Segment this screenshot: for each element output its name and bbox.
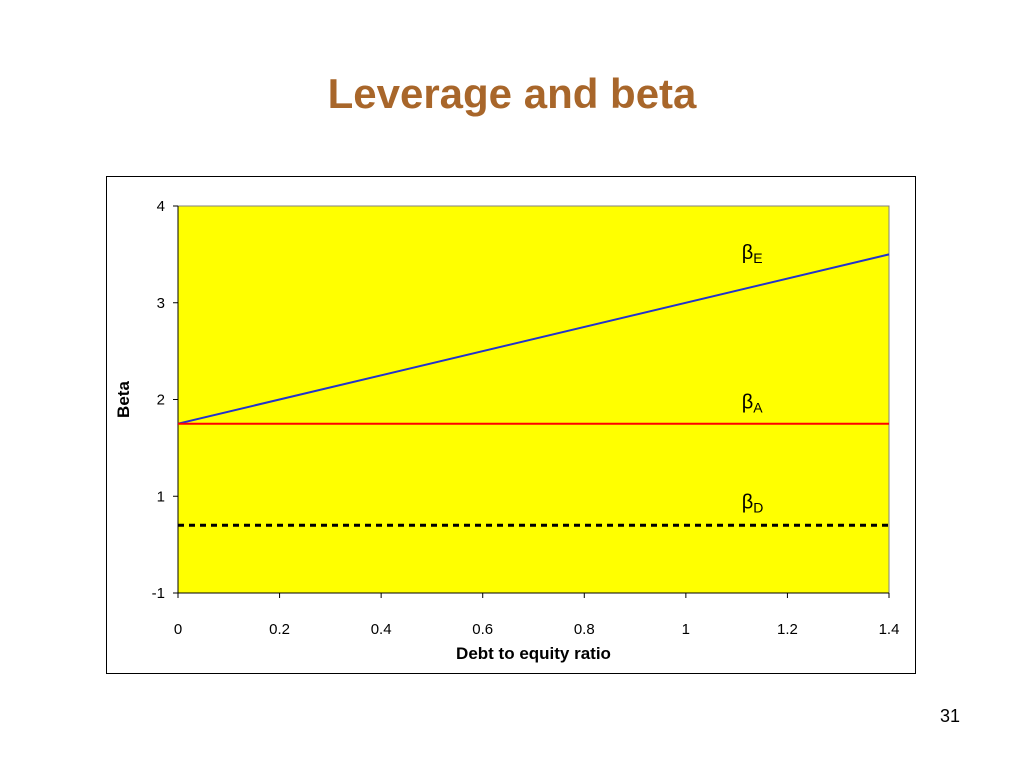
- plot-area: [177, 205, 890, 594]
- series-label-beta-a: βA: [742, 392, 764, 416]
- x-tick-label: 0.2: [269, 621, 290, 638]
- x-tick-label: 0.8: [574, 621, 595, 638]
- y-tick-label: 2: [157, 392, 165, 409]
- y-axis-title: Beta: [114, 381, 133, 418]
- x-tick-label: 0.4: [371, 621, 392, 638]
- series-line-beta-e: [177, 253, 890, 425]
- slide-title: Leverage and beta: [327, 70, 697, 117]
- x-tick-label: 1.4: [879, 621, 900, 638]
- x-axis-title: Debt to equity ratio: [456, 644, 611, 663]
- series-label-beta-e: βE: [742, 242, 763, 266]
- page-number: 31: [939, 706, 960, 726]
- x-tick-label: 1: [682, 621, 690, 638]
- x-tick-label: 1.2: [777, 621, 798, 638]
- y-tick-label: 4: [157, 198, 165, 215]
- x-tick-label: 0: [174, 621, 182, 638]
- leverage-beta-chart: -1 1 2 3 4 0 0.2 0.4 0.6 0.8 1 1.2 1.4 Debt to equity…: [114, 198, 900, 663]
- x-tick-label: 0.6: [472, 621, 493, 638]
- chart-frame: -1 1 2 3 4 0 0.2 0.4 0.6 0.8 1 1.2 1.4 Debt to equity…: [106, 176, 916, 674]
- y-tick-label: 3: [157, 295, 165, 312]
- series-label-beta-d: βD: [742, 491, 764, 515]
- y-tick-label: -1: [152, 585, 165, 602]
- y-tick-label: 1: [157, 488, 165, 505]
